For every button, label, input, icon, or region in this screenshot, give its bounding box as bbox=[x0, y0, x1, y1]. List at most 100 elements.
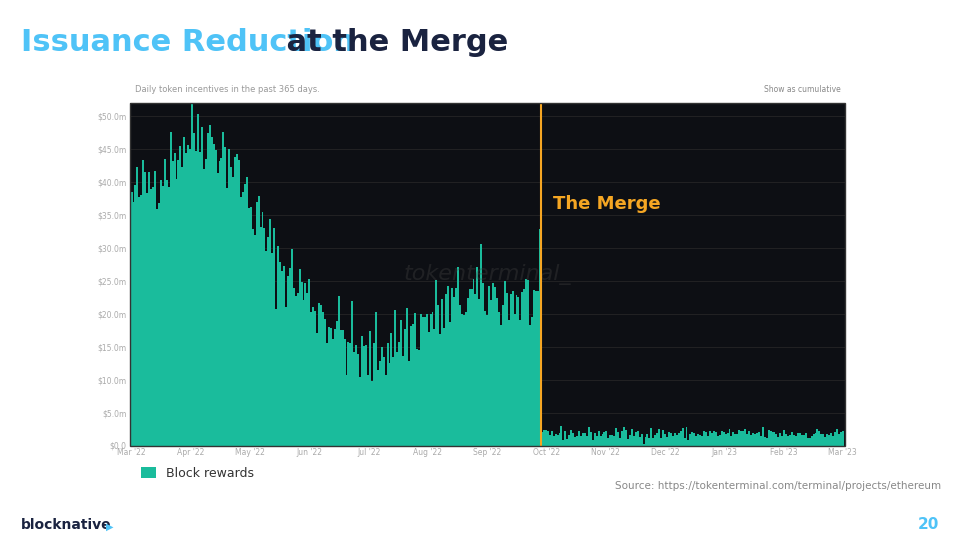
Bar bbox=[253, 234, 255, 446]
Text: ▶: ▶ bbox=[106, 522, 113, 532]
Bar bbox=[429, 314, 431, 445]
Bar bbox=[740, 431, 742, 445]
Bar bbox=[363, 346, 365, 445]
Bar bbox=[166, 180, 168, 446]
Bar bbox=[553, 436, 555, 446]
Bar bbox=[162, 186, 164, 446]
Bar bbox=[185, 153, 187, 446]
Bar bbox=[348, 342, 349, 446]
Bar bbox=[250, 207, 252, 446]
Bar bbox=[467, 298, 468, 446]
Bar bbox=[232, 177, 234, 446]
Bar bbox=[150, 189, 152, 446]
Bar bbox=[842, 431, 844, 446]
Bar bbox=[398, 342, 400, 446]
Bar bbox=[210, 137, 213, 446]
Legend: Block rewards: Block rewards bbox=[136, 462, 259, 485]
Bar bbox=[176, 179, 178, 446]
Bar bbox=[201, 127, 203, 445]
Bar bbox=[660, 438, 662, 445]
Bar bbox=[136, 167, 138, 446]
Bar bbox=[734, 434, 736, 446]
Bar bbox=[713, 431, 715, 445]
Bar bbox=[338, 296, 340, 446]
Bar bbox=[330, 328, 332, 445]
Bar bbox=[434, 329, 436, 445]
Bar bbox=[576, 436, 578, 446]
Bar bbox=[230, 167, 232, 446]
Bar bbox=[640, 434, 642, 445]
Bar bbox=[685, 427, 687, 446]
Bar bbox=[606, 431, 608, 445]
Bar bbox=[764, 437, 766, 445]
Bar bbox=[531, 317, 533, 445]
Bar bbox=[602, 434, 604, 446]
Bar bbox=[670, 433, 672, 446]
Bar bbox=[610, 435, 612, 446]
Bar bbox=[680, 431, 682, 446]
Bar bbox=[465, 312, 467, 446]
Bar bbox=[731, 436, 732, 446]
Bar bbox=[248, 208, 250, 446]
Bar bbox=[189, 148, 191, 445]
Bar bbox=[274, 227, 276, 446]
Bar bbox=[676, 435, 678, 446]
Bar bbox=[512, 291, 514, 446]
Bar bbox=[778, 436, 780, 446]
Bar bbox=[217, 173, 219, 446]
Bar bbox=[172, 161, 174, 445]
Bar bbox=[168, 187, 170, 445]
Bar bbox=[400, 320, 402, 446]
Bar bbox=[219, 161, 221, 445]
Bar bbox=[672, 436, 674, 446]
Bar bbox=[693, 433, 695, 446]
Bar bbox=[827, 434, 828, 445]
Bar bbox=[586, 436, 588, 446]
Bar bbox=[540, 432, 543, 445]
Bar bbox=[547, 431, 549, 446]
Bar bbox=[369, 331, 371, 445]
Bar bbox=[174, 153, 176, 446]
Bar bbox=[357, 354, 359, 445]
Bar bbox=[484, 311, 486, 446]
Bar bbox=[768, 430, 770, 446]
Bar bbox=[420, 314, 421, 446]
Bar bbox=[723, 431, 725, 446]
Bar bbox=[795, 436, 797, 446]
Bar bbox=[277, 246, 279, 446]
Bar bbox=[442, 299, 444, 446]
Bar bbox=[236, 154, 238, 446]
Bar bbox=[476, 267, 478, 446]
Bar bbox=[838, 434, 840, 446]
Bar bbox=[797, 433, 799, 446]
Bar bbox=[468, 289, 470, 446]
Bar bbox=[695, 436, 697, 446]
Bar bbox=[381, 347, 383, 446]
Bar bbox=[537, 291, 539, 446]
Bar bbox=[570, 430, 572, 446]
Bar bbox=[627, 438, 629, 445]
Bar bbox=[650, 428, 653, 446]
Bar bbox=[787, 436, 789, 446]
Bar bbox=[770, 431, 772, 445]
Bar bbox=[521, 292, 523, 446]
Bar bbox=[510, 294, 512, 446]
Bar bbox=[457, 267, 459, 446]
Bar bbox=[715, 431, 717, 446]
Bar bbox=[808, 438, 810, 445]
Bar bbox=[752, 433, 754, 446]
Bar bbox=[324, 319, 326, 446]
Bar bbox=[533, 291, 535, 446]
Bar bbox=[707, 436, 709, 446]
Bar bbox=[783, 430, 785, 445]
Bar bbox=[666, 437, 668, 445]
Bar bbox=[619, 438, 621, 446]
Bar bbox=[721, 431, 723, 445]
Bar bbox=[719, 435, 721, 445]
Text: Issuance Reduction: Issuance Reduction bbox=[21, 28, 355, 57]
Bar bbox=[631, 429, 633, 445]
Bar bbox=[402, 356, 404, 446]
Bar bbox=[785, 434, 787, 446]
Bar bbox=[199, 152, 201, 445]
Bar bbox=[223, 132, 225, 446]
